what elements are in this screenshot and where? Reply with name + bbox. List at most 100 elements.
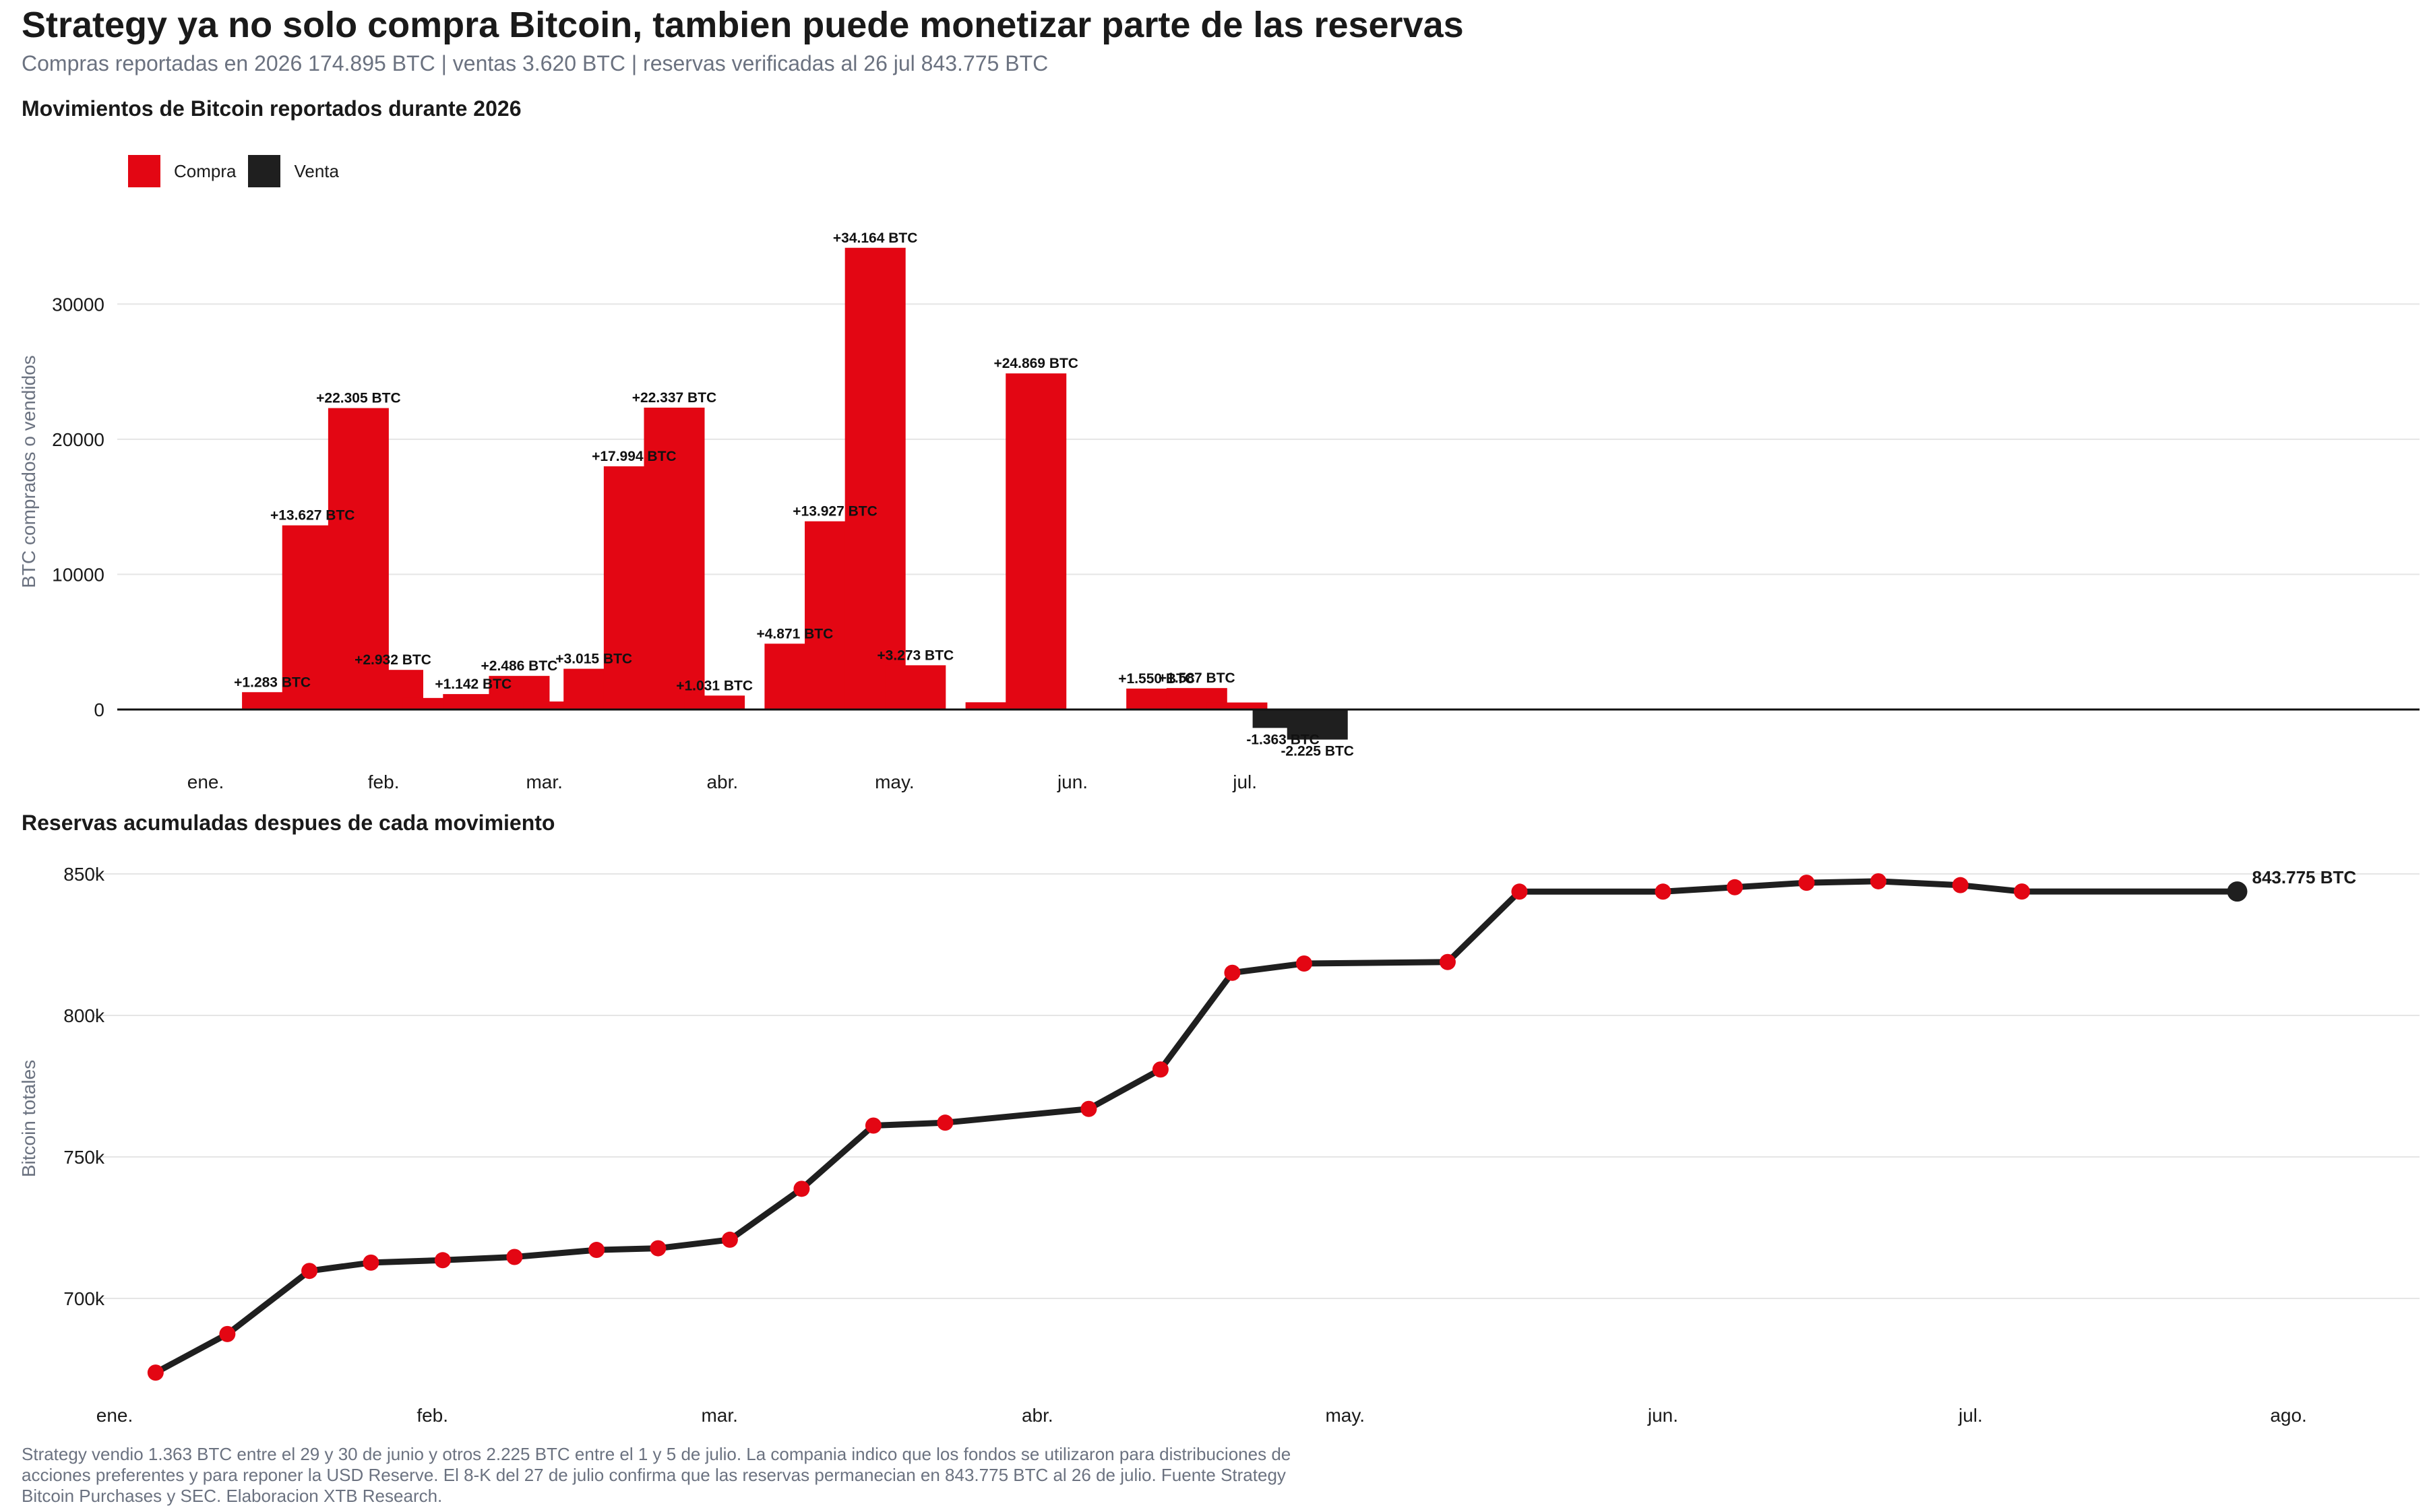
reserves-point <box>506 1249 523 1265</box>
bar-y-tick-label: 20000 <box>52 429 104 450</box>
line-y-tick-label: 700k <box>63 1288 105 1309</box>
bar-x-tick-label: ene. <box>187 771 224 792</box>
bar-compra <box>1006 373 1067 710</box>
bar-data-label: +1.587 BTC <box>1159 670 1235 686</box>
reserves-series-points <box>147 873 2248 1381</box>
reserves-point <box>1798 875 1815 891</box>
bar-venta <box>1287 710 1348 740</box>
page-subtitle: Compras reportadas en 2026 174.895 BTC |… <box>22 51 1049 75</box>
bar-chart-y-ticks: 0 10000 20000 30000 <box>52 294 104 720</box>
line-x-tick-label: feb. <box>417 1405 448 1426</box>
reserves-point <box>793 1180 810 1197</box>
bar-compra <box>684 695 745 710</box>
line-chart-grid <box>94 873 2420 1299</box>
bar-x-tick-label: feb. <box>368 771 400 792</box>
legend-label-venta: Venta <box>294 160 339 181</box>
bar-compra <box>523 701 584 710</box>
legend-swatch-compra <box>128 155 160 187</box>
bar-data-label: +3.015 BTC <box>555 652 632 667</box>
reserves-point <box>937 1114 954 1131</box>
bar-compra <box>1206 702 1268 710</box>
bar-data-label: -1.363 BTC <box>1246 732 1320 747</box>
reserves-point <box>1080 1100 1097 1117</box>
bar-chart-x-ticks: ene. feb. mar. abr. may. jun. jul. <box>187 771 1257 792</box>
line-x-tick-label: jul. <box>1958 1405 1983 1426</box>
reserves-point <box>2013 883 2030 900</box>
bar-data-label: +1.550 BTC <box>1118 671 1195 687</box>
reserves-point <box>434 1252 451 1269</box>
legend-swatch-venta <box>248 155 281 187</box>
reserves-point <box>1511 883 1528 900</box>
line-x-tick-label: abr. <box>1022 1405 1053 1426</box>
bar-y-tick-label: 10000 <box>52 564 104 585</box>
legend-item-compra: Compra <box>128 155 236 187</box>
reserves-point <box>1655 883 1671 900</box>
line-x-tick-label: jun. <box>1647 1405 1678 1426</box>
reserves-point <box>1952 877 1969 893</box>
bar-data-label: +4.871 BTC <box>756 626 833 641</box>
line-x-tick-label: ene. <box>96 1405 133 1426</box>
bar-data-label: +2.486 BTC <box>481 658 558 674</box>
line-y-tick-label: 800k <box>63 1005 105 1026</box>
reserves-point <box>1870 873 1886 889</box>
line-chart-y-ticks: 700k 750k 800k 850k <box>63 864 105 1309</box>
bar-data-label: +22.305 BTC <box>316 391 401 406</box>
bar-chart-y-axis-title: BTC comprados o vendidos <box>18 355 39 588</box>
reserves-end-label: 843.775 BTC <box>2252 867 2357 887</box>
line-chart-title: Reservas acumuladas despues de cada movi… <box>22 811 555 835</box>
line-x-tick-label: ago. <box>2270 1405 2307 1426</box>
bar-compra <box>443 694 504 710</box>
bar-x-tick-label: abr. <box>706 771 738 792</box>
bar-data-label: +1.142 BTC <box>435 676 512 692</box>
reserves-point <box>301 1263 318 1280</box>
bar-data-label: -2.225 BTC <box>1281 744 1354 759</box>
bar-compra <box>885 665 946 710</box>
legend-item-venta: Venta <box>248 155 339 187</box>
bar-data-label: +1.031 BTC <box>676 678 753 693</box>
page-title: Strategy ya no solo compra Bitcoin, tamb… <box>22 5 1464 45</box>
bar-data-label: +13.927 BTC <box>793 504 878 519</box>
bar-compra <box>844 247 906 710</box>
bar-y-tick-label: 30000 <box>52 294 104 315</box>
bar-data-label: +1.283 BTC <box>234 674 311 690</box>
line-x-tick-label: mar. <box>701 1405 737 1426</box>
reserves-point <box>1224 964 1241 981</box>
bar-data-label: +34.164 BTC <box>833 230 918 246</box>
line-y-tick-label: 750k <box>63 1147 105 1168</box>
bar-chart-grid <box>117 303 2420 710</box>
bar-chart-bars <box>242 247 1348 740</box>
bar-data-label: +24.869 BTC <box>993 356 1078 371</box>
bar-y-tick-label: 0 <box>94 699 104 720</box>
reserves-end-point <box>2227 881 2248 902</box>
reserves-point <box>1439 953 1456 970</box>
bar-data-label: +2.932 BTC <box>355 652 431 668</box>
bar-compra <box>328 408 389 710</box>
bar-data-label: +13.627 BTC <box>270 508 355 524</box>
bar-data-label: +3.273 BTC <box>877 648 954 663</box>
bar-compra <box>965 702 1026 710</box>
reserves-point <box>721 1231 738 1248</box>
reserves-point <box>363 1254 379 1271</box>
reserves-point <box>650 1240 667 1257</box>
bar-data-label: +17.994 BTC <box>592 449 677 464</box>
bar-x-tick-label: mar. <box>526 771 562 792</box>
bar-chart-legend: Compra Venta <box>128 155 351 187</box>
bar-data-label: +22.337 BTC <box>632 390 717 406</box>
bar-chart-title: Movimientos de Bitcoin reportados durant… <box>22 96 522 121</box>
legend-label-compra: Compra <box>174 160 237 181</box>
reserves-point <box>219 1325 236 1342</box>
line-chart-x-ticks: ene. feb. mar. abr. may. jun. jul. ago. <box>96 1405 2307 1426</box>
reserves-point <box>865 1117 882 1134</box>
line-chart-y-axis-title: Bitcoin totales <box>18 1060 39 1177</box>
bar-x-tick-label: jun. <box>1057 771 1088 792</box>
bar-x-tick-label: jul. <box>1232 771 1257 792</box>
line-x-tick-label: may. <box>1325 1405 1365 1426</box>
reserves-point <box>1295 955 1312 972</box>
bar-x-tick-label: may. <box>875 771 915 792</box>
reserves-point <box>147 1364 164 1381</box>
bar-chart-data-labels: +1.283 BTC +13.627 BTC +22.305 BTC +2.932 B… <box>234 230 1354 759</box>
reserves-point <box>588 1242 605 1259</box>
reserves-point <box>1726 879 1743 895</box>
line-y-tick-label: 850k <box>63 864 105 885</box>
